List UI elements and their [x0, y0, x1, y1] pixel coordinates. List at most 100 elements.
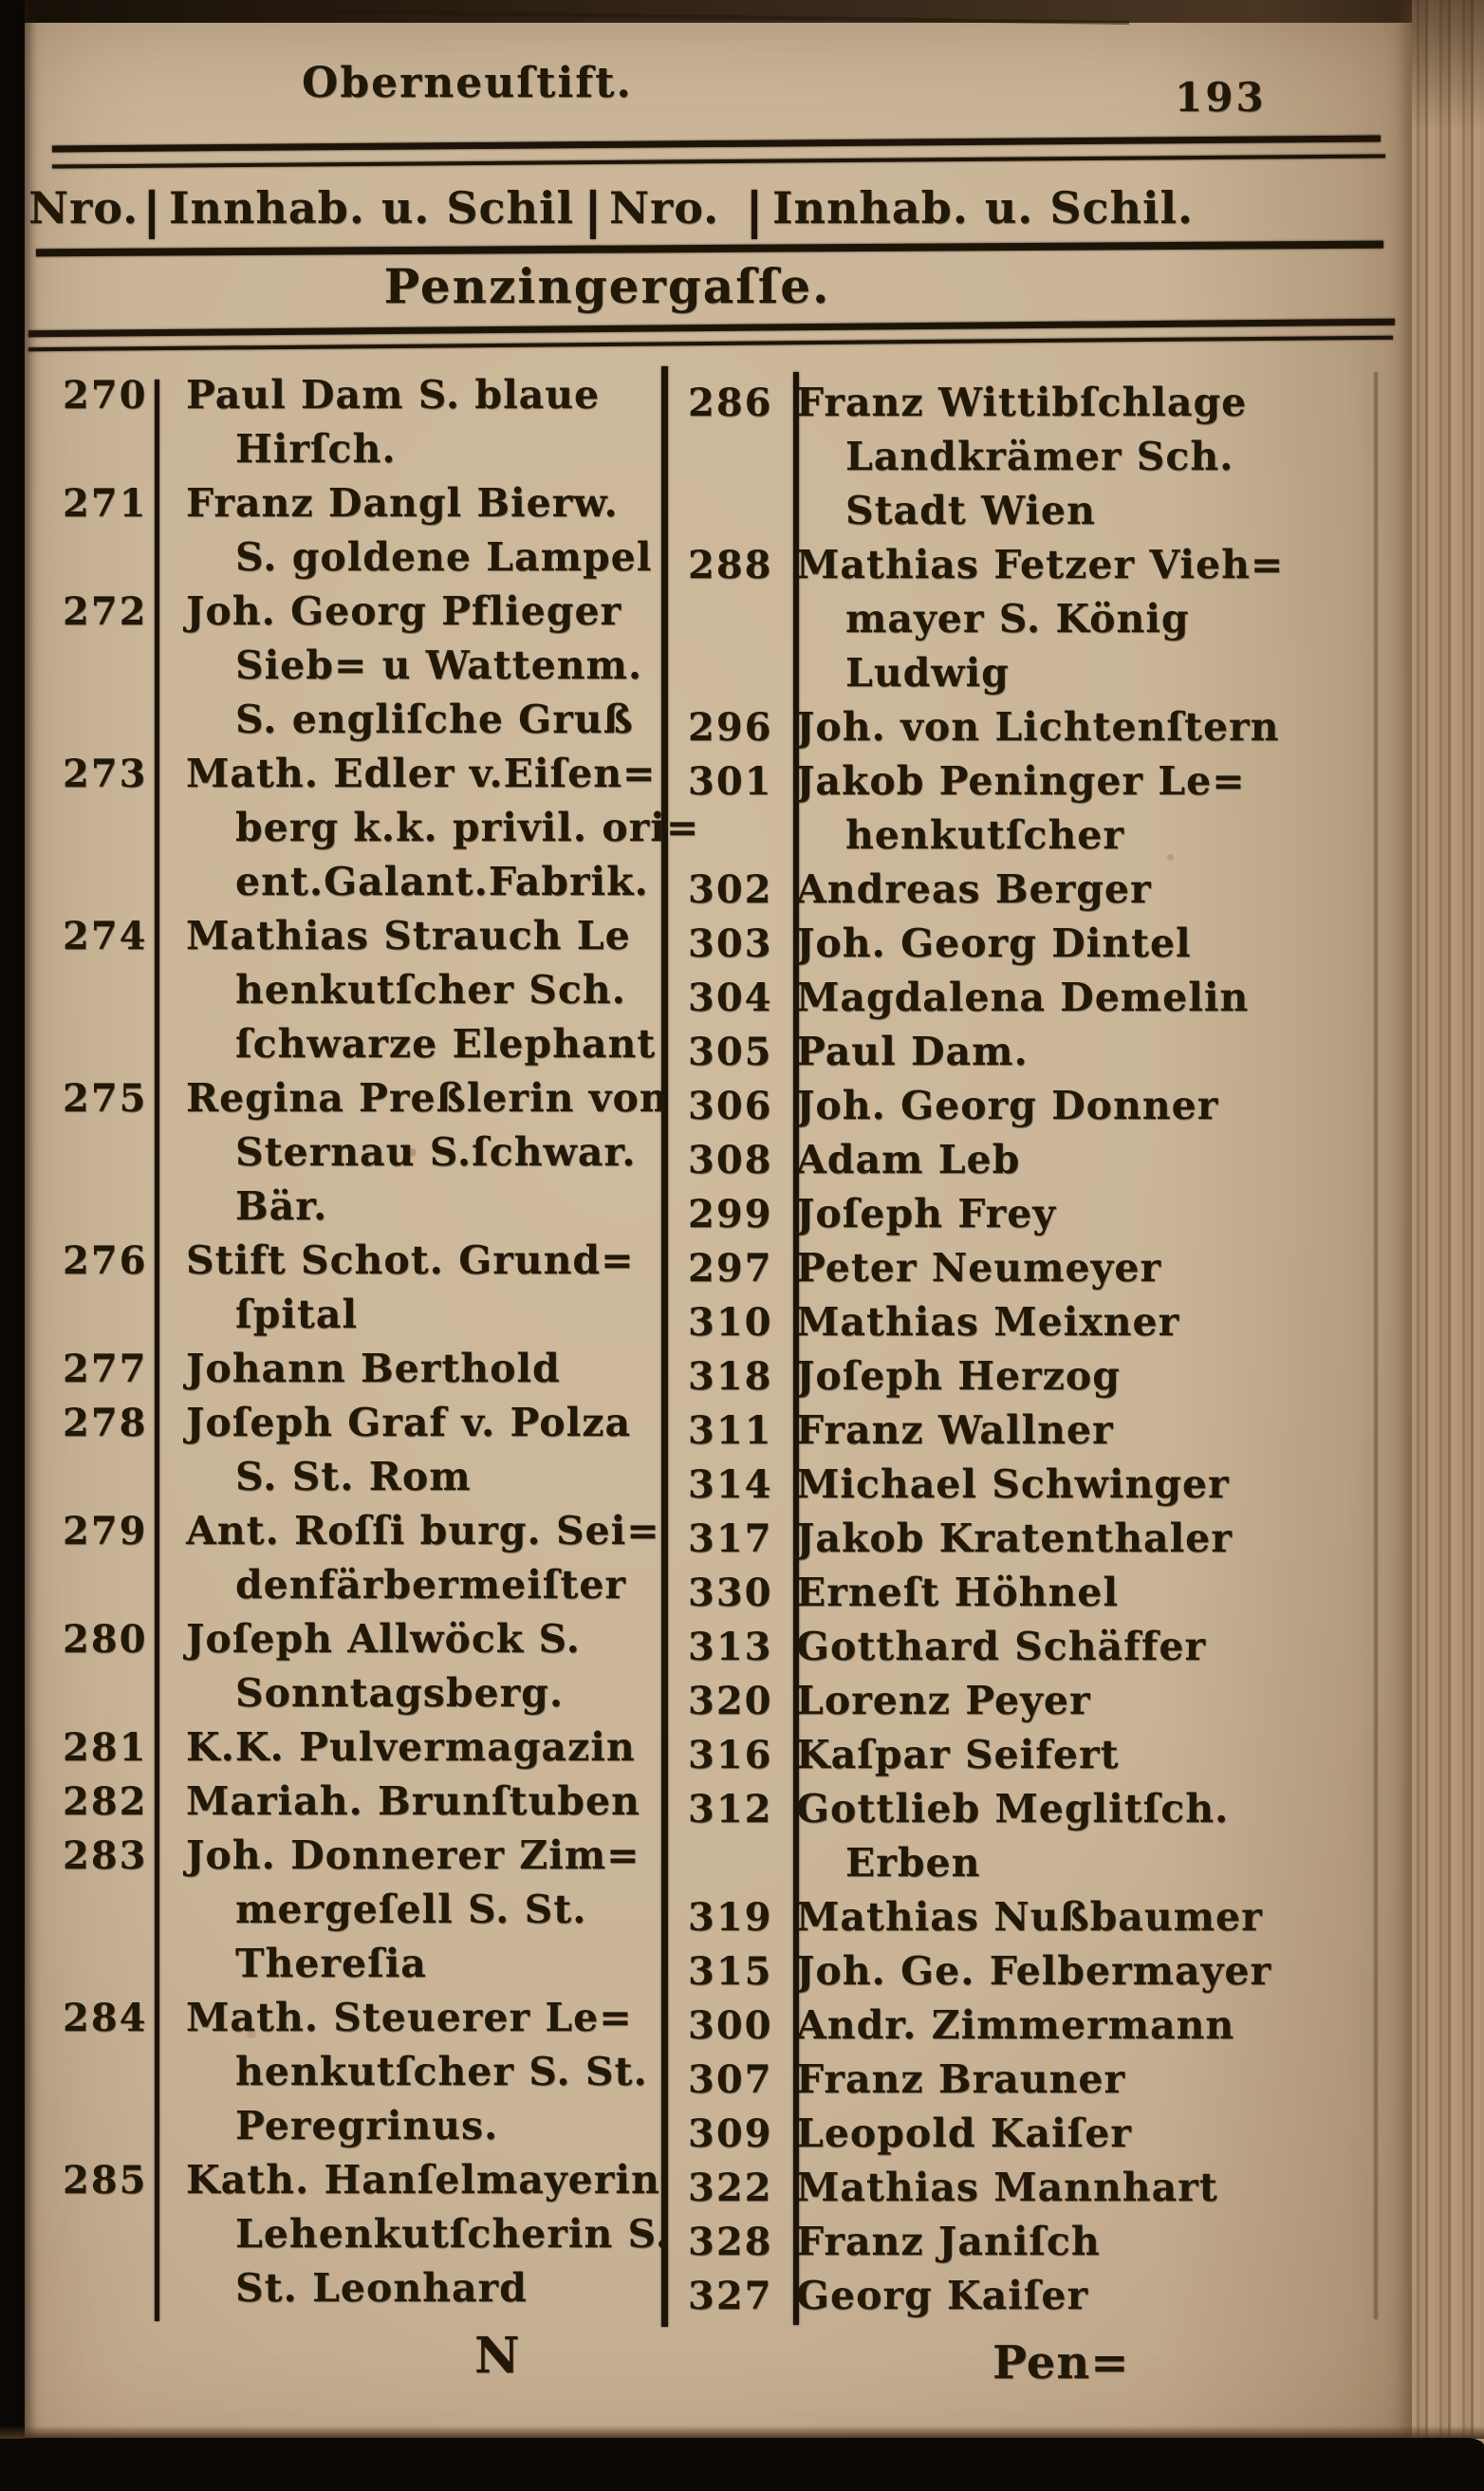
house-number: 279 [63, 1509, 148, 1553]
entry-text: Peter Neumeyer [796, 1241, 1161, 1295]
entry-line: Joſeph Allwöck S. [186, 1616, 581, 1662]
table-rule-center [661, 366, 668, 2327]
entry-line: Gotthard Schäffer [796, 1624, 1207, 1669]
entry-text: Franz Wittibſchlage Landkrämer Sch. Stadt … [796, 376, 1247, 538]
entry-line: S. engliſche Gruß [235, 697, 634, 742]
entry-line: St. Leonhard [235, 2265, 528, 2311]
scan-border-top [0, 0, 1484, 23]
house-number: 316 [688, 1733, 773, 1777]
entry-line: Ludwig [845, 650, 1010, 696]
entry-line: Johann Berthold [186, 1346, 561, 1391]
entry-text: Joh. Ge. Felbermayer [796, 1944, 1271, 1998]
entry-line: Hirſch. [235, 426, 397, 472]
entry-line: Paul Dam S. blaue [186, 372, 601, 418]
house-number: 273 [63, 752, 148, 796]
entry-text: Franz Dangl Bierw. S. goldene Lampel [186, 476, 652, 585]
entry-line: Sternau S.ſchwar. [235, 1129, 637, 1175]
table-rule-right-edge [1374, 372, 1378, 2319]
entry-line: Joh. Donnerer Zim= [186, 1832, 640, 1878]
table-row: 297 Peter Neumeyer [669, 1241, 1284, 1295]
column-header-nro-left: Nro. [28, 182, 139, 233]
entry-line: Math. Edler v.Eiſen= [186, 751, 657, 796]
table-row: 302 Andreas Berger [669, 863, 1284, 917]
house-number: 317 [688, 1516, 773, 1561]
entry-line: Joſeph Graf v. Polza [186, 1400, 632, 1445]
house-number: 300 [688, 2003, 773, 2048]
entry-text: Leopold Kaiſer [796, 2107, 1132, 2161]
catchword: Pen= [992, 2336, 1130, 2389]
entry-text: Franz Wallner [796, 1404, 1114, 1458]
house-number: 307 [688, 2057, 773, 2102]
entry-line: mergeſell S. St. [235, 1887, 587, 1932]
house-number: 305 [688, 1030, 773, 1074]
table-row: 316 Kaſpar Seifert [669, 1728, 1284, 1782]
entry-text: Joh. Georg Donner [796, 1079, 1218, 1133]
running-title: Oberneuſtift. [302, 59, 633, 107]
entry-line: Joſeph Herzog [796, 1353, 1121, 1399]
entry-line: mayer S. König [845, 596, 1190, 641]
house-number: 278 [63, 1401, 148, 1445]
house-number: 275 [63, 1076, 148, 1121]
entry-text: Joſeph Herzog [796, 1349, 1121, 1404]
scan-border-bottom-shadow [0, 2426, 1484, 2439]
page-number: 193 [1175, 74, 1267, 121]
entry-line: Stadt Wien [845, 488, 1096, 533]
table-row: 275 Regina Preßlerin von Sternau S.ſchwar.… [38, 1071, 699, 1234]
table-row: 277 Johann Berthold [38, 1342, 699, 1396]
entry-text: Stift Schot. Grund= ſpital [186, 1234, 634, 1342]
entry-text: Kath. Hanſelmayerin Lehenkutſcherin S. St.… [186, 2153, 670, 2315]
entry-text: Joh. Georg Pflieger Sieb= u Wattenm. S. en… [186, 585, 642, 747]
entry-text: Kaſpar Seifert [796, 1728, 1119, 1782]
right-column: 286 Franz Wittibſchlage Landkrämer Sch. Sta… [669, 376, 1284, 2323]
entry-text: Ant. Roſſi burg. Sei= denfärbermeiſter [186, 1504, 660, 1612]
entry-text: Jakob Kratenthaler [796, 1512, 1233, 1566]
entry-text: Mariah. Brunſtuben [186, 1775, 640, 1829]
table-row: 310 Mathias Meixner [669, 1295, 1284, 1349]
entry-line: Joſeph Frey [796, 1191, 1057, 1236]
table-row: 309 Leopold Kaiſer [669, 2107, 1284, 2161]
entry-line: Franz Wittibſchlage [796, 380, 1248, 425]
table-row: 311 Franz Wallner [669, 1404, 1284, 1458]
entry-text: Adam Leb [796, 1133, 1020, 1187]
table-row: 317 Jakob Kratenthaler [669, 1512, 1284, 1566]
column-header-label-left: Innhab. u. Schil [169, 182, 574, 233]
entry-text: Jakob Peninger Le= henkutſcher [796, 754, 1246, 863]
house-number: 308 [688, 1138, 773, 1182]
table-row: 282 Mariah. Brunſtuben [38, 1775, 699, 1829]
paper-blemish [408, 1148, 417, 1157]
house-number: 303 [688, 921, 773, 966]
table-row: 281 K.K. Pulvermagazin [38, 1720, 699, 1775]
house-number: 280 [63, 1617, 148, 1662]
entry-text: Joh. von Lichtenſtern [796, 700, 1279, 754]
table-row: 308 Adam Leb [669, 1133, 1284, 1187]
entry-line: Magdalena Demelin [796, 975, 1250, 1020]
header-divider [590, 190, 596, 239]
table-row: 312 Gottlieb Meglitſch. Erben [669, 1782, 1284, 1890]
table-row: 286 Franz Wittibſchlage Landkrämer Sch. Sta… [669, 376, 1284, 538]
entry-line: Paul Dam. [796, 1029, 1029, 1074]
entry-line: Franz Brauner [796, 2056, 1126, 2102]
entry-text: Franz Brauner [796, 2053, 1125, 2107]
entry-line: Jakob Peninger Le= [796, 758, 1246, 804]
entry-line: Peregrinus. [235, 2103, 499, 2148]
entry-text: Erneſt Höhnel [796, 1566, 1119, 1620]
house-number: 311 [688, 1408, 773, 1453]
scan-border-left [0, 0, 25, 2491]
entry-text: Lorenz Peyer [796, 1674, 1091, 1728]
entry-text: Andr. Zimmermann [796, 1998, 1234, 2053]
entry-line: Ant. Roſſi burg. Sei= [186, 1508, 660, 1553]
entry-line: Joh. Ge. Felbermayer [796, 1948, 1272, 1994]
table-row: 276 Stift Schot. Grund= ſpital [38, 1234, 699, 1342]
entry-line: Mathias Fetzer Vieh= [796, 542, 1285, 587]
entry-line: Peter Neumeyer [796, 1245, 1162, 1291]
table-row: 314 Michael Schwinger [669, 1458, 1284, 1512]
entry-line: Erben [845, 1840, 981, 1886]
table-row: 318 Joſeph Herzog [669, 1349, 1284, 1404]
entry-line: Joh. Georg Pflieger [186, 588, 622, 634]
entry-line: henkutſcher [845, 812, 1124, 858]
entry-text: Johann Berthold [186, 1342, 561, 1396]
entry-line: Lorenz Peyer [796, 1678, 1091, 1723]
entry-line: Andreas Berger [796, 866, 1152, 912]
entry-line: Mariah. Brunſtuben [186, 1778, 640, 1824]
